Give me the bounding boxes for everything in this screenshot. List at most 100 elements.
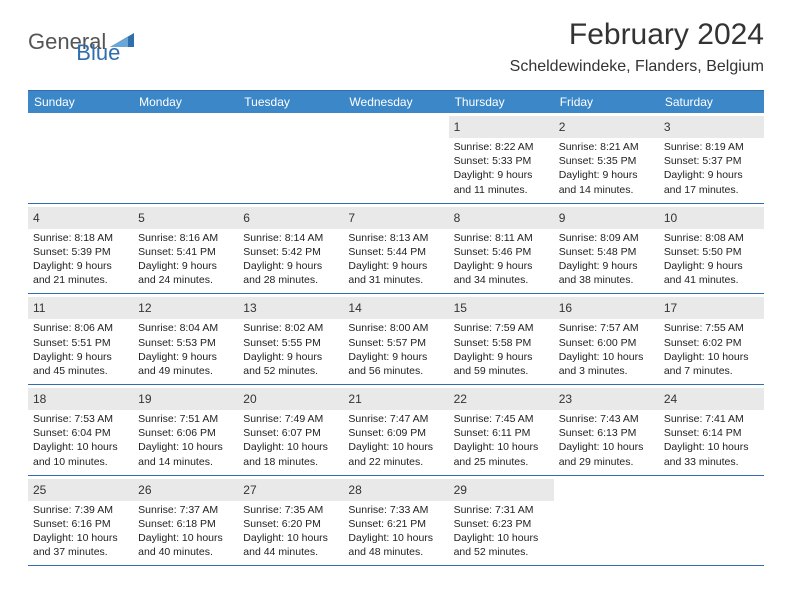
day-number-row: 20 [238, 388, 343, 410]
day-info-line: and 21 minutes. [33, 273, 128, 287]
day-info-line: Daylight: 9 hours [243, 350, 338, 364]
day-number [664, 483, 667, 497]
weekday-header: Friday [554, 91, 659, 113]
day-cell: 11Sunrise: 8:06 AMSunset: 5:51 PMDayligh… [28, 294, 133, 384]
day-cell: 8Sunrise: 8:11 AMSunset: 5:46 PMDaylight… [449, 204, 554, 294]
day-number-row: 12 [133, 297, 238, 319]
day-info-line: Daylight: 9 hours [559, 259, 654, 273]
day-info-line: Daylight: 9 hours [138, 350, 233, 364]
day-info-line: Sunrise: 8:06 AM [33, 321, 128, 335]
day-info-line: and 37 minutes. [33, 545, 128, 559]
day-info-line: Sunset: 5:51 PM [33, 336, 128, 350]
day-cell: 28Sunrise: 7:33 AMSunset: 6:21 PMDayligh… [343, 476, 448, 566]
day-cell: 15Sunrise: 7:59 AMSunset: 5:58 PMDayligh… [449, 294, 554, 384]
weekday-header: Saturday [659, 91, 764, 113]
day-number: 19 [138, 392, 151, 406]
day-info-line: Daylight: 9 hours [454, 259, 549, 273]
day-info-line: Sunset: 6:07 PM [243, 426, 338, 440]
day-info-line: Sunset: 6:11 PM [454, 426, 549, 440]
day-number: 3 [664, 120, 671, 134]
day-number: 4 [33, 211, 40, 225]
day-cell: 25Sunrise: 7:39 AMSunset: 6:16 PMDayligh… [28, 476, 133, 566]
day-number: 22 [454, 392, 467, 406]
day-number-row: 27 [238, 479, 343, 501]
day-cell: 26Sunrise: 7:37 AMSunset: 6:18 PMDayligh… [133, 476, 238, 566]
day-info-line: and 40 minutes. [138, 545, 233, 559]
day-info-line: and 31 minutes. [348, 273, 443, 287]
day-number: 9 [559, 211, 566, 225]
weekday-header: Thursday [449, 91, 554, 113]
day-info-line: Sunrise: 7:31 AM [454, 503, 549, 517]
day-info-line: Daylight: 9 hours [664, 168, 759, 182]
day-cell: 5Sunrise: 8:16 AMSunset: 5:41 PMDaylight… [133, 204, 238, 294]
logo-text-blue: Blue [76, 40, 120, 66]
day-info-line: Sunrise: 7:35 AM [243, 503, 338, 517]
day-cell: 16Sunrise: 7:57 AMSunset: 6:00 PMDayligh… [554, 294, 659, 384]
day-number-row: 9 [554, 207, 659, 229]
day-info-line: Sunrise: 7:33 AM [348, 503, 443, 517]
day-info-line: and 11 minutes. [454, 183, 549, 197]
day-cell: 17Sunrise: 7:55 AMSunset: 6:02 PMDayligh… [659, 294, 764, 384]
day-info-line: and 56 minutes. [348, 364, 443, 378]
day-info-line: Sunrise: 7:45 AM [454, 412, 549, 426]
day-info-line: Daylight: 10 hours [454, 440, 549, 454]
day-info-line: and 29 minutes. [559, 455, 654, 469]
day-number-row: 14 [343, 297, 448, 319]
day-info-line: and 52 minutes. [454, 545, 549, 559]
day-number: 11 [33, 301, 45, 315]
day-number-row: 6 [238, 207, 343, 229]
day-info-line: Sunset: 5:41 PM [138, 245, 233, 259]
header: General Blue February 2024 Scheldewindek… [0, 0, 792, 84]
day-info-line: Sunrise: 8:21 AM [559, 140, 654, 154]
day-info-line: Sunrise: 7:53 AM [33, 412, 128, 426]
day-info-line: and 52 minutes. [243, 364, 338, 378]
day-number-row: 13 [238, 297, 343, 319]
day-info-line: Daylight: 9 hours [559, 168, 654, 182]
day-info-line: and 28 minutes. [243, 273, 338, 287]
day-info-line: Sunset: 5:55 PM [243, 336, 338, 350]
day-info-line: and 3 minutes. [559, 364, 654, 378]
day-number-row: 15 [449, 297, 554, 319]
day-number: 17 [664, 301, 677, 315]
day-number: 20 [243, 392, 256, 406]
day-number: 12 [138, 301, 151, 315]
day-number-row [238, 116, 343, 138]
day-number-row [133, 116, 238, 138]
day-info-line: Sunset: 6:21 PM [348, 517, 443, 531]
day-info-line: Sunset: 6:18 PM [138, 517, 233, 531]
day-info-line: Sunset: 5:33 PM [454, 154, 549, 168]
day-info-line: Sunrise: 8:16 AM [138, 231, 233, 245]
day-info-line: Sunrise: 8:08 AM [664, 231, 759, 245]
day-info-line: Daylight: 9 hours [454, 168, 549, 182]
day-number-row: 22 [449, 388, 554, 410]
day-info-line: Sunrise: 7:41 AM [664, 412, 759, 426]
day-number-row [343, 116, 448, 138]
title-block: February 2024 Scheldewindeke, Flanders, … [510, 18, 764, 76]
day-number: 14 [348, 301, 361, 315]
day-cell: 2Sunrise: 8:21 AMSunset: 5:35 PMDaylight… [554, 113, 659, 203]
day-number: 16 [559, 301, 572, 315]
weekday-header-row: SundayMondayTuesdayWednesdayThursdayFrid… [28, 91, 764, 113]
day-info-line: and 25 minutes. [454, 455, 549, 469]
day-number-row: 11 [28, 297, 133, 319]
day-cell: 3Sunrise: 8:19 AMSunset: 5:37 PMDaylight… [659, 113, 764, 203]
day-info-line: and 41 minutes. [664, 273, 759, 287]
day-info-line: Sunset: 6:00 PM [559, 336, 654, 350]
day-number-row: 23 [554, 388, 659, 410]
day-info-line: and 38 minutes. [559, 273, 654, 287]
day-info-line: and 59 minutes. [454, 364, 549, 378]
day-cell: 24Sunrise: 7:41 AMSunset: 6:14 PMDayligh… [659, 385, 764, 475]
day-info-line: Daylight: 9 hours [348, 350, 443, 364]
day-info-line: and 24 minutes. [138, 273, 233, 287]
page-title: February 2024 [510, 18, 764, 52]
day-number-row: 28 [343, 479, 448, 501]
day-number: 28 [348, 483, 361, 497]
day-info-line: Sunset: 5:46 PM [454, 245, 549, 259]
day-info-line: Daylight: 9 hours [243, 259, 338, 273]
day-info-line: Sunrise: 7:37 AM [138, 503, 233, 517]
day-info-line: Sunrise: 8:02 AM [243, 321, 338, 335]
day-info-line: Sunset: 5:50 PM [664, 245, 759, 259]
day-info-line: Daylight: 10 hours [138, 531, 233, 545]
day-number: 24 [664, 392, 677, 406]
day-info-line: and 48 minutes. [348, 545, 443, 559]
